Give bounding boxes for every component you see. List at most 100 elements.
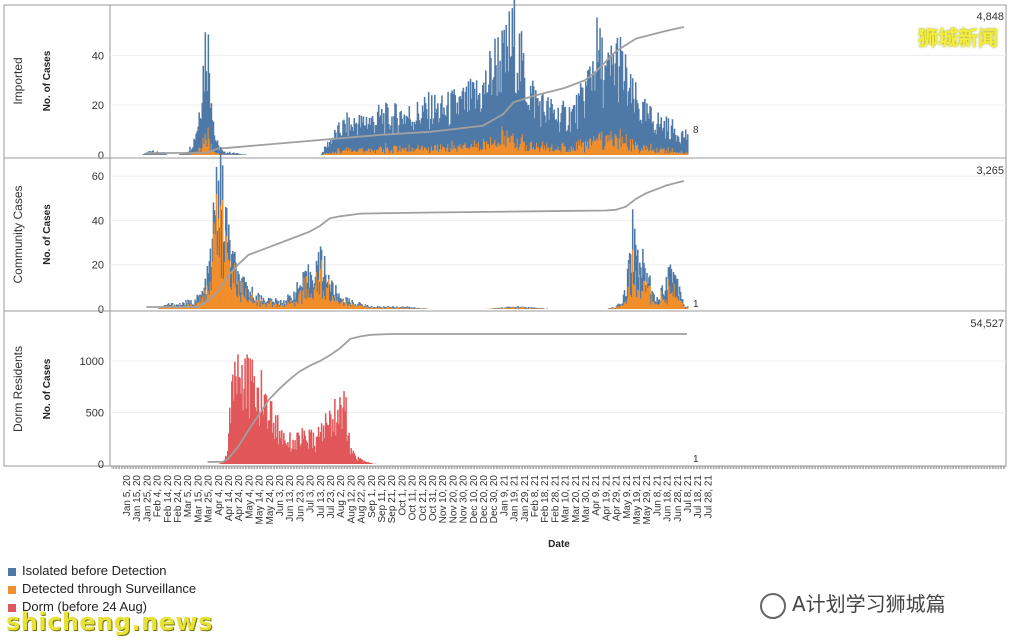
bar-surveillance [448,152,450,155]
bar-isolated [180,304,182,306]
bar-isolated [208,73,211,139]
bar-isolated [237,153,239,155]
bar-surveillance [276,307,279,309]
bar-isolated [647,113,649,149]
bar-isolated [550,98,552,148]
bar-isolated [393,307,395,308]
bar-isolated [265,302,268,308]
bar-isolated [412,130,415,152]
x-tick-label: Jan 19, 21 [510,475,521,522]
bar-isolated [658,126,660,153]
bar-surveillance [466,148,469,155]
bar-surveillance [608,135,611,155]
bar-isolated [222,151,225,155]
bar-surveillance [672,152,675,155]
bar-surveillance [676,297,679,309]
bar-isolated [365,305,368,307]
bar-isolated [630,272,633,297]
legend-swatch-isolated [8,567,16,576]
bar-surveillance [632,145,635,155]
bar-isolated [241,278,243,294]
bar-isolated [352,131,354,152]
bar-surveillance [334,301,336,309]
bar-surveillance [375,149,378,155]
bar-surveillance [315,272,318,309]
bar-isolated [327,274,330,280]
bar-dorm [307,448,310,464]
bar-isolated [513,307,516,309]
bar-surveillance [208,294,211,309]
bar-surveillance [209,281,212,309]
bar-surveillance [384,308,386,309]
bar-surveillance [225,235,228,309]
x-tick-label: Mar 10, 21 [561,475,572,523]
bar-isolated [220,209,223,279]
bar-surveillance [350,148,352,155]
bar-isolated [594,90,596,142]
bar-isolated [642,248,644,292]
bar-dorm [359,458,362,464]
wechat-icon [760,592,786,619]
bar-surveillance [163,306,166,309]
bar-isolated [244,282,246,299]
bar-isolated [348,298,350,305]
legend-item-surveillance: Detected through Surveillance [8,581,196,596]
bar-surveillance [497,143,499,155]
bar-surveillance [378,307,381,309]
bar-surveillance [273,304,276,309]
watermark-wechat-text: A计划学习狮城篇 [792,592,946,616]
bar-isolated [560,112,563,153]
bar-dorm [291,448,293,464]
bar-dorm [244,358,246,464]
bar-surveillance [434,145,436,155]
bar-isolated [569,131,572,153]
bar-surveillance [534,149,536,155]
bar-surveillance [397,307,399,309]
x-tick-label: Feb 4, 20 [153,475,164,518]
bar-surveillance [257,301,260,309]
bar-isolated [614,63,617,134]
bar-isolated [535,90,537,150]
bar-isolated [599,28,601,133]
bar-surveillance [642,291,644,309]
bar-isolated [513,0,516,143]
bar-isolated [163,305,166,307]
bar-dorm [343,391,345,464]
bar-isolated [657,112,659,153]
bar-surveillance [220,278,223,309]
bar-surveillance [651,151,653,155]
bar-isolated [473,88,476,141]
bar-surveillance [472,147,475,155]
bar-isolated [519,81,522,144]
bar-isolated [512,47,515,134]
bar-surveillance [602,150,604,155]
bar-isolated [639,262,641,275]
bar-isolated [188,300,190,305]
x-tick-label: Apr 24, 20 [234,475,245,522]
bar-surveillance [422,150,425,155]
bar-isolated [437,103,439,145]
bar-surveillance [477,142,480,155]
bar-isolated [209,248,212,282]
bar-isolated [490,57,492,137]
panel-label: Imported [11,57,25,104]
bar-isolated [289,295,291,304]
bar-isolated [652,292,654,303]
bar-surveillance [363,152,366,155]
bar-surveillance [575,142,578,155]
bar-surveillance [386,308,388,309]
bar-surveillance [645,150,647,155]
bar-isolated [467,81,470,149]
bar-surveillance [411,308,414,309]
bar-surveillance [323,295,326,309]
bar-dorm [355,459,358,464]
bar-isolated [231,153,233,155]
bar-isolated [479,111,482,149]
bar-surveillance [344,149,346,155]
bar-dorm [319,432,322,464]
bar-isolated [348,117,350,149]
bar-isolated [210,103,213,144]
bar-isolated [376,306,379,308]
bar-surveillance [280,305,282,309]
bar-surveillance [211,261,214,309]
